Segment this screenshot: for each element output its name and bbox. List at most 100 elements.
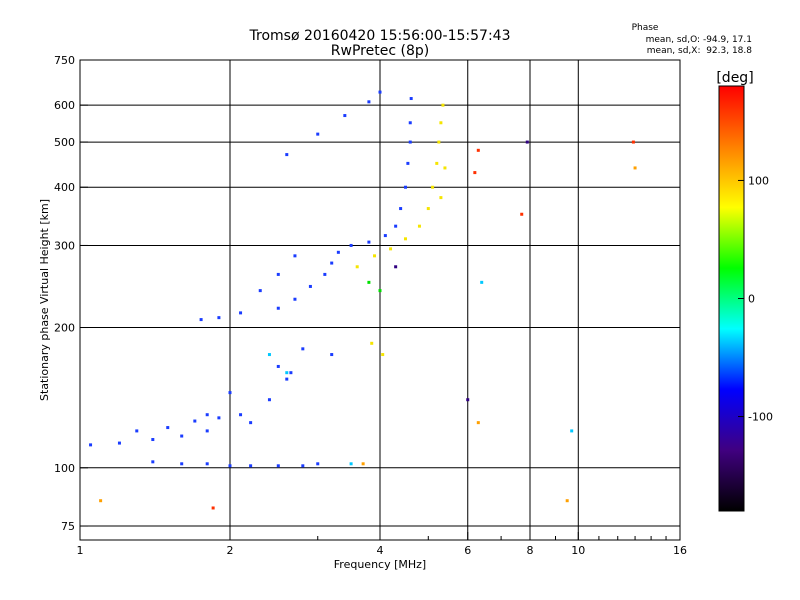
data-point — [217, 316, 221, 320]
data-point — [205, 413, 209, 417]
data-point — [151, 438, 155, 442]
data-point — [211, 506, 215, 510]
data-point — [403, 237, 407, 241]
data-point — [323, 272, 327, 276]
data-point — [417, 224, 421, 228]
data-point — [378, 90, 382, 94]
data-point — [308, 284, 312, 288]
y-tick-label: 75 — [61, 520, 75, 533]
data-point — [367, 100, 371, 104]
data-point — [480, 280, 484, 284]
data-point — [466, 398, 470, 402]
phase-info-title: Phase — [632, 23, 659, 33]
data-point — [349, 462, 353, 466]
data-point — [439, 196, 443, 200]
colorbar-tick-label: 100 — [748, 174, 769, 187]
data-point — [343, 114, 347, 118]
data-point — [631, 140, 635, 144]
data-point — [437, 140, 441, 144]
data-point — [378, 289, 382, 293]
data-point — [135, 429, 139, 433]
y-axis-ticks: 75 100 200 300 400 500 600 750 — [54, 54, 88, 533]
data-point — [228, 464, 232, 468]
data-point — [476, 421, 480, 425]
y-tick-label: 600 — [54, 99, 75, 112]
x-axis-label: Frequency [MHz] — [334, 558, 426, 571]
data-point — [409, 97, 413, 101]
data-point — [151, 460, 155, 464]
data-point — [180, 434, 184, 438]
data-point — [117, 441, 121, 445]
phase-info-x: mean, sd,X: 92.3, 18.8 — [647, 46, 753, 56]
data-point — [285, 371, 289, 375]
data-point — [99, 499, 103, 503]
data-point — [330, 353, 334, 357]
data-point — [381, 353, 385, 357]
grid — [80, 60, 680, 540]
chart-title-line2: RwPretec (8p) — [331, 43, 429, 59]
data-point — [180, 462, 184, 466]
data-point — [199, 318, 203, 322]
data-point — [520, 212, 524, 216]
data-point — [431, 185, 435, 189]
x-tick-label: 10 — [571, 544, 585, 557]
data-point — [316, 462, 320, 466]
data-point — [289, 371, 293, 375]
data-point — [525, 140, 529, 144]
x-tick-label: 4 — [377, 544, 384, 557]
y-tick-label: 100 — [54, 462, 75, 475]
data-point — [403, 185, 407, 189]
x-tick-label: 2 — [227, 544, 234, 557]
data-point — [399, 207, 403, 211]
data-point — [239, 413, 243, 417]
data-point — [439, 121, 443, 125]
data-points — [89, 90, 637, 510]
data-point — [443, 166, 447, 170]
data-point — [267, 398, 271, 402]
data-point — [473, 171, 477, 175]
data-point — [249, 464, 253, 468]
data-point — [293, 297, 297, 301]
data-point — [389, 247, 393, 251]
data-point — [383, 234, 387, 238]
data-point — [330, 261, 334, 265]
data-point — [301, 347, 305, 351]
data-point — [408, 121, 412, 125]
data-point — [373, 254, 377, 258]
data-point — [394, 265, 398, 269]
data-point — [293, 254, 297, 258]
x-tick-label: 16 — [673, 544, 687, 557]
y-tick-label: 200 — [54, 322, 75, 335]
data-point — [166, 426, 170, 430]
data-point — [441, 103, 445, 107]
chart-title-line1: Tromsø 20160420 15:56:00-15:57:43 — [249, 28, 511, 44]
data-point — [276, 272, 280, 276]
data-point — [285, 377, 289, 381]
y-tick-label: 400 — [54, 181, 75, 194]
data-point — [249, 421, 253, 425]
data-point — [276, 464, 280, 468]
data-point — [205, 429, 209, 433]
data-point — [361, 462, 365, 466]
data-point — [476, 148, 480, 152]
data-point — [406, 161, 410, 165]
data-point — [267, 353, 271, 357]
y-tick-label: 300 — [54, 239, 75, 252]
x-tick-label: 1 — [77, 544, 84, 557]
data-point — [89, 443, 93, 447]
data-point — [276, 364, 280, 368]
data-point — [285, 153, 289, 157]
data-point — [370, 341, 374, 345]
colorbar-tick-label: -100 — [748, 411, 773, 424]
data-point — [426, 207, 430, 211]
data-point — [408, 140, 412, 144]
data-point — [258, 289, 262, 293]
x-tick-label: 6 — [464, 544, 471, 557]
data-point — [336, 250, 340, 254]
data-point — [394, 224, 398, 228]
data-point — [367, 240, 371, 244]
data-point — [205, 462, 209, 466]
data-point — [239, 311, 243, 315]
colorbar-unit-label: [deg] — [716, 70, 753, 86]
